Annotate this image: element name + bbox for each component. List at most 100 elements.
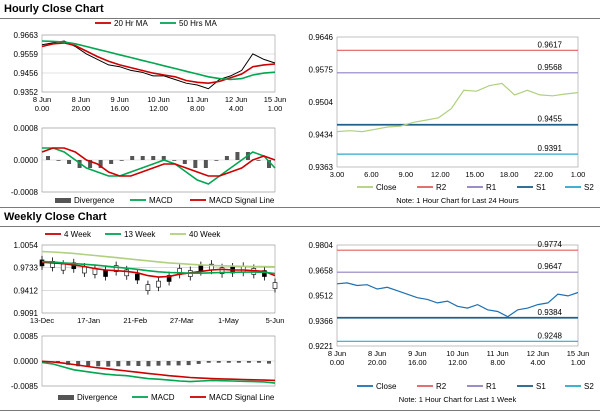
hourly_macd-divergence-bar [67, 160, 72, 164]
hourly_price-line-20-hr-ma [41, 42, 276, 85]
weekly_pivot-note: Note: 1 Hour Chart for Last 1 Week [399, 395, 517, 404]
weekly_pivot-xtick-label: 20.00 [368, 358, 387, 367]
hourly_pivot-note: Note: 1 Hour Chart for Last 24 Hours [396, 196, 519, 205]
hourly_macd-divergence-bar [203, 160, 208, 168]
hourly_macd-legend-0-swatch [55, 198, 71, 203]
hourly_macd-signal-line [41, 147, 276, 177]
weekly_price-ytick-label: 0.9733 [14, 264, 39, 273]
weekly_price-price-bar [156, 280, 161, 288]
hourly_price-xtick-label: 9 Jun [110, 95, 128, 104]
weekly_pivot-xtick-label: 8 Jun [328, 349, 346, 358]
hourly_pivot-close-line [336, 82, 579, 133]
weekly_price-xtick-label: 13-Dec [30, 316, 54, 325]
hourly_pivot-legend-2-label: R1 [486, 183, 497, 192]
weekly_macd-divergence-bar [146, 361, 151, 367]
weekly_macd-signal-line [41, 360, 276, 382]
hourly_pivot-ytick-label: 0.9504 [309, 98, 334, 107]
weekly_price-price-bar [166, 275, 172, 282]
hourly_macd-divergence-bar [235, 152, 240, 160]
hourly_price-price-line [41, 40, 276, 90]
hourly_macd-divergence-bar [182, 160, 187, 164]
hourly_macd-divergence-bar [172, 160, 177, 161]
weekly_price-line-40-week [41, 250, 276, 268]
hourly_price-xtick-label: 20.00 [71, 104, 90, 113]
weekly_macd-legend-2-label: MACD Signal Line [209, 393, 275, 402]
weekly_pivot-xtick-label: 1.00 [571, 358, 586, 367]
hourly_pivot-level-label-s2: 0.9391 [538, 144, 563, 153]
weekly_price-xtick-label: 21-Feb [123, 316, 147, 325]
weekly_price-price-bar [145, 284, 151, 291]
hourly_price-xtick-label: 1.00 [268, 104, 283, 113]
hourly_macd-divergence-bar [193, 160, 198, 168]
hourly_price-legend-1-label: 50 Hrs MA [179, 19, 217, 28]
hourly_pivot-xtick-label: 15.00 [465, 170, 484, 179]
weekly_macd-frame [41, 335, 276, 387]
weekly_pivot-legend-4-label: S2 [584, 382, 594, 391]
hourly_pivot-ytick-label: 0.9646 [309, 33, 334, 42]
weekly_macd-divergence-bar [246, 361, 251, 363]
weekly_price-legend-2-label: 40 Week [189, 230, 221, 239]
hourly_macd-divergence-bar [224, 156, 229, 160]
hourly_price-xtick-label: 12.00 [149, 104, 168, 113]
weekly_pivot-xtick-label: 16.00 [408, 358, 427, 367]
hourly_macd-divergence-bar [214, 160, 219, 161]
weekly_macd-divergence-bar [256, 361, 261, 363]
weekly_price-xtick-label: 5-Jun [266, 316, 285, 325]
hourly_macd-divergence-bar [46, 156, 50, 160]
weekly_pivot-legend-1-label: R2 [436, 382, 447, 391]
weekly_macd-divergence-bar [267, 361, 271, 364]
hourly_pivot-ytick-label: 0.9575 [309, 66, 334, 75]
weekly_macd-macd-line [41, 361, 276, 384]
weekly_macd-legend-1-label: MACD [151, 393, 175, 402]
weekly_macd-ytick-label: 0.0085 [14, 332, 39, 341]
weekly-section-title: Weekly Close Chart [4, 211, 107, 223]
weekly_price-price-bar [124, 269, 130, 277]
weekly_pivot-xtick-label: 11 Jun [487, 349, 509, 358]
hourly_price-xtick-label: 15 Jun [264, 95, 287, 104]
weekly_price-legend-1-label: 13 Week [124, 230, 156, 239]
weekly_pivot-xtick-label: 8.00 [490, 358, 505, 367]
hourly_pivot-xtick-label: 18.00 [500, 170, 519, 179]
hourly_macd-macd-line [42, 147, 276, 185]
weekly_pivot-xtick-label: 9 Jun [408, 349, 426, 358]
divider-middle [0, 207, 600, 208]
weekly_price-price-bar [272, 282, 278, 289]
hourly-section-title: Hourly Close Chart [4, 3, 104, 15]
hourly_pivot-level-label-s1: 0.9455 [538, 115, 563, 124]
hourly_price-xtick-label: 12 Jun [225, 95, 248, 104]
hourly_pivot-legend-0-label: Close [376, 183, 397, 192]
hourly_pivot-xtick-label: 1.00 [571, 170, 586, 179]
weekly_pivot-ytick-label: 0.9221 [309, 342, 334, 351]
weekly_price-price-bar [82, 266, 87, 274]
weekly_price-ytick-label: 0.9412 [14, 286, 39, 295]
hourly_macd-divergence-bar [161, 156, 166, 160]
weekly_price-price-bar [113, 265, 119, 272]
hourly_pivot-xtick-label: 9.00 [399, 170, 414, 179]
hourly_price-xtick-label: 8 Jun [72, 95, 90, 104]
hourly_pivot-ytick-label: 0.9363 [309, 163, 334, 172]
weekly_pivot-ytick-label: 0.9512 [309, 292, 334, 301]
weekly_pivot-xtick-label: 12.00 [448, 358, 467, 367]
weekly_pivot-xtick-label: 12 Jun [527, 349, 550, 358]
hourly_macd-divergence-bar [256, 160, 261, 161]
hourly_price-line-50-hrs-ma [41, 40, 276, 81]
hourly_pivot-level-label-r2: 0.9617 [538, 40, 563, 49]
weekly_pivot-ytick-label: 0.9366 [309, 317, 334, 326]
weekly_macd-divergence-bar [186, 361, 191, 366]
hourly_pivot-xtick-label: 22.00 [534, 170, 553, 179]
weekly_pivot-xtick-label: 10 Jun [446, 349, 469, 358]
weekly_macd-divergence-bar [106, 361, 111, 367]
hourly_pivot-frame [336, 36, 579, 168]
hourly_pivot-xtick-label: 3.00 [330, 170, 345, 179]
weekly_macd-divergence-bar [196, 361, 201, 364]
weekly_pivot-level-label-s1: 0.9384 [538, 308, 563, 317]
weekly_price-legend-0-label: 4 Week [64, 230, 92, 239]
weekly_pivot-xtick-label: 4.00 [531, 358, 546, 367]
hourly_macd-ytick-label: 0.0008 [14, 124, 39, 133]
hourly_pivot-legend-1-label: R2 [436, 183, 447, 192]
hourly_price-xtick-label: 0.00 [35, 104, 50, 113]
hourly_macd-legend-1-label: MACD [149, 196, 173, 205]
weekly_price-price-bar [135, 273, 140, 281]
weekly_macd-divergence-bar [216, 361, 221, 363]
hourly_macd-divergence-bar [119, 160, 124, 161]
